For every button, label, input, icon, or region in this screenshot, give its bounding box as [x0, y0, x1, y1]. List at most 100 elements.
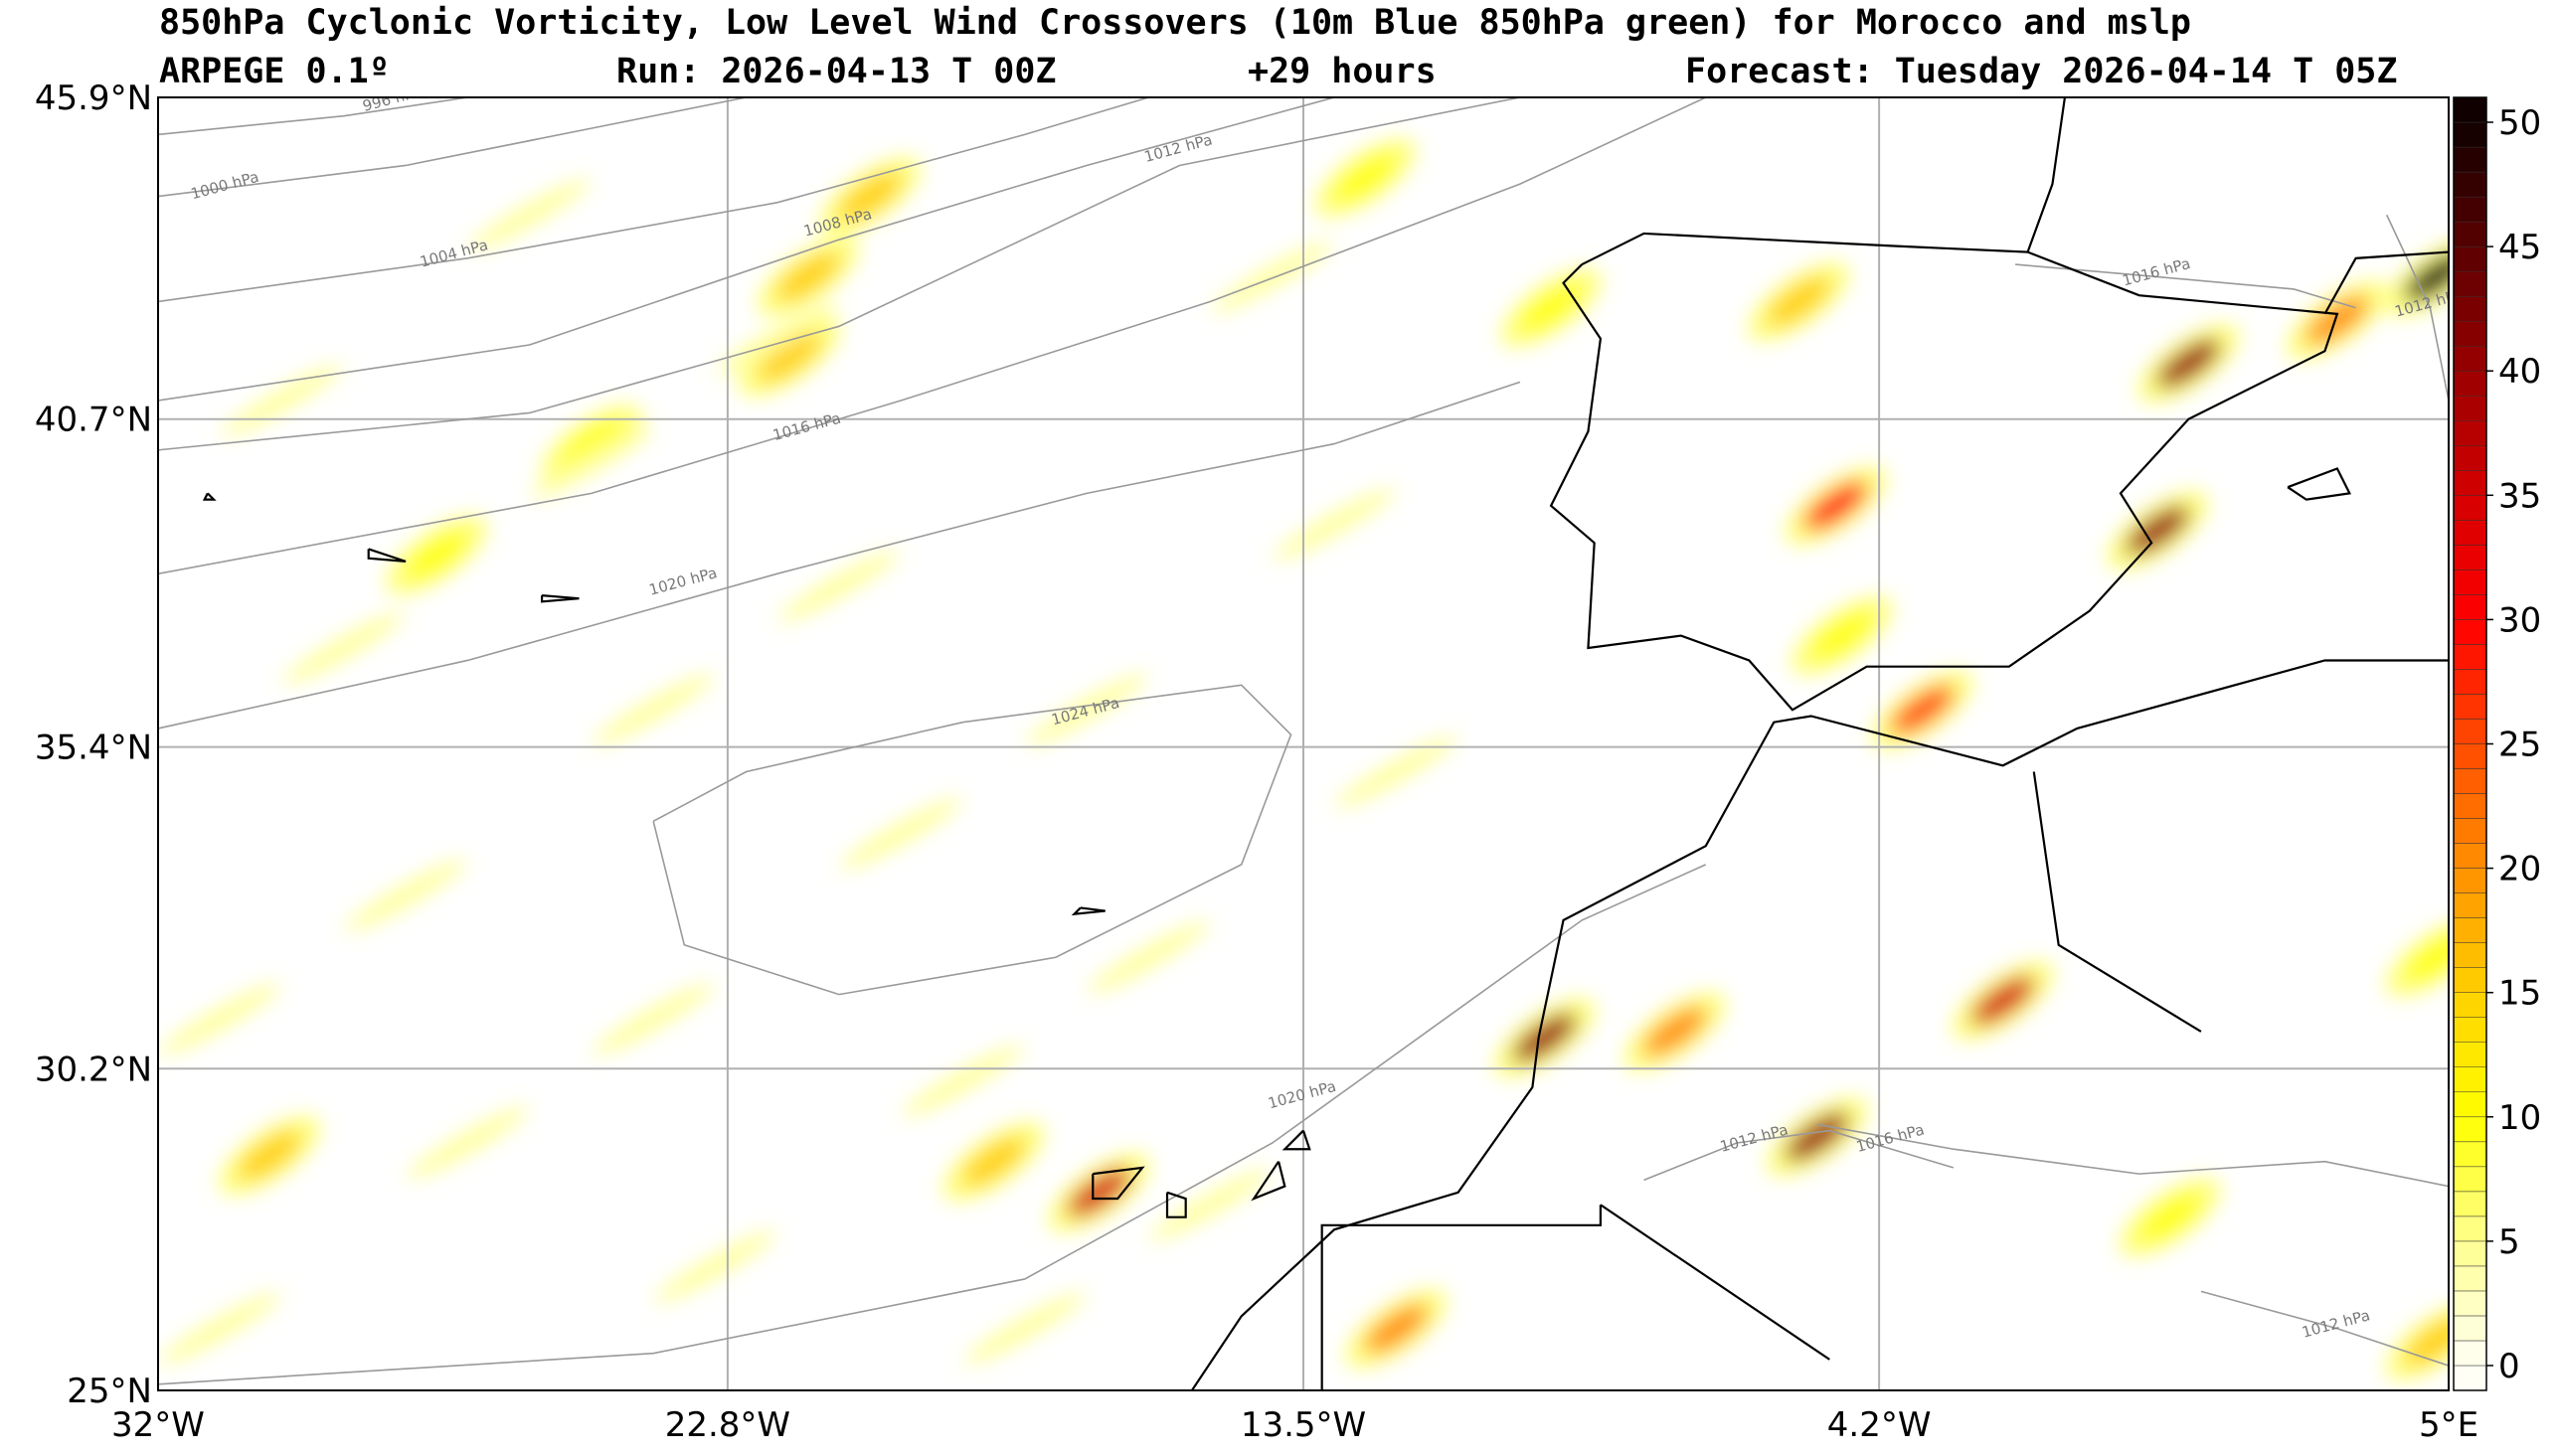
coastline [1581, 97, 2067, 266]
coastline [1600, 1204, 1830, 1361]
vorticity-streak [159, 1292, 281, 1365]
colorbar-segment [2453, 420, 2487, 446]
colorbar-tick-label: 5 [2498, 1222, 2520, 1262]
colorbar-segment [2453, 992, 2487, 1018]
vorticity-core [1970, 976, 2035, 1026]
coastline [367, 548, 407, 563]
isobar-line [1816, 1123, 2449, 1188]
vorticity-streak [654, 1230, 776, 1303]
colorbar-segment [2453, 221, 2487, 247]
coastline [1190, 659, 2449, 1390]
vorticity-streak [1088, 921, 1210, 994]
vorticity-core [237, 1130, 302, 1181]
colorbar-segment [2453, 594, 2487, 620]
colorbar-segment [2453, 768, 2487, 794]
colorbar-segment [2453, 743, 2487, 769]
vorticity-core [1518, 283, 1584, 333]
vorticity-core [405, 531, 469, 580]
coastline [1165, 1191, 1187, 1218]
colorbar-segment [2453, 270, 2487, 297]
coastline [1320, 1205, 1602, 1390]
colorbar-segment [2453, 1290, 2487, 1317]
coastline [1549, 250, 2339, 712]
plot-frame [157, 96, 2450, 1391]
vorticity-core [559, 418, 624, 469]
vorticity-core [1803, 481, 1868, 531]
colorbar-segment [2453, 1141, 2487, 1168]
vorticity-core [2404, 932, 2449, 982]
vorticity-streak [840, 797, 962, 870]
y-tick-label: 40.7°N [35, 401, 152, 440]
colorbar-segment [2453, 146, 2487, 173]
vorticity-streak [1026, 674, 1147, 746]
colorbar-segment [2453, 370, 2487, 397]
isobar-line [158, 864, 1707, 1385]
vorticity-streak [159, 983, 281, 1055]
map-title: 850hPa Cyclonic Vorticity, Low Level Win… [159, 3, 2191, 43]
vorticity-core [1785, 1112, 1849, 1162]
vorticity-core [1809, 610, 1874, 661]
vorticity-core [2126, 506, 2190, 556]
x-tick-label: 22.8°W [665, 1405, 790, 1445]
colorbar-tick-label: 25 [2498, 726, 2541, 765]
colorbar-segment [2453, 1091, 2487, 1118]
colorbar: 0 5 10 15 20 25 30 35 40 45 50 [2453, 96, 2541, 1391]
run-time: Run: 2026-04-13 T 00Z [616, 52, 1057, 91]
vorticity-core [1333, 153, 1398, 203]
valid-time: Forecast: Tuesday 2026-04-14 T 05Z [1685, 52, 2398, 91]
x-tick-label: 13.5°W [1241, 1405, 1366, 1445]
vorticity-core [1890, 685, 1955, 734]
colorbar-segment [2453, 818, 2487, 844]
colorbar-segment [2453, 1365, 2487, 1391]
colorbar-segment [2453, 843, 2487, 869]
lead-time: +29 hours [1248, 52, 1437, 91]
y-tick-label: 35.4°N [35, 728, 152, 768]
colorbar-segment [2453, 719, 2487, 744]
colorbar-segment [2453, 445, 2487, 471]
colorbar-segment [2453, 121, 2487, 148]
colorbar-segment [2453, 545, 2487, 570]
isobar-line [158, 97, 468, 136]
colorbar-segment [2453, 245, 2487, 272]
coastline [2323, 250, 2449, 315]
isobar-line [158, 97, 1521, 451]
colorbar-tick-label: 10 [2498, 1098, 2541, 1138]
coastline [2287, 467, 2352, 501]
vorticity-core [2137, 1193, 2202, 1242]
colorbar-tick-label: 50 [2498, 103, 2541, 143]
vorticity-streak [963, 1292, 1086, 1365]
colorbar-tick-label: 15 [2498, 974, 2541, 1014]
isobar-line [158, 97, 1707, 575]
vorticity-core [2156, 339, 2221, 389]
colorbar-segment [2453, 1215, 2487, 1242]
coastline [1092, 1166, 1145, 1201]
coastline [540, 594, 580, 603]
vorticity-streak [468, 179, 591, 251]
x-tick-label: 32°W [111, 1405, 205, 1445]
colorbar-segment [2453, 295, 2487, 322]
colorbar-segment [2453, 1166, 2487, 1193]
vorticity-streak [407, 1106, 529, 1180]
vorticity-streak [1149, 1169, 1272, 1241]
isobar-line [2386, 214, 2449, 402]
colorbar-segment [2453, 1017, 2487, 1043]
colorbar-segment [2453, 942, 2487, 968]
coastline [202, 492, 217, 501]
x-tick-label: 5°E [2419, 1405, 2478, 1445]
isobar-line [652, 684, 1292, 996]
colorbar-segment [2453, 669, 2487, 695]
vorticity-core [1767, 276, 1831, 327]
colorbar-segment [2453, 495, 2487, 521]
colorbar-tick-label: 20 [2498, 850, 2541, 890]
coastline [1251, 1161, 1286, 1202]
coastline [1071, 906, 1106, 916]
isobar-line [1643, 1129, 1955, 1182]
vorticity-core [1364, 1304, 1429, 1354]
vorticity-core [2404, 1316, 2449, 1366]
isobar-line [158, 97, 1149, 303]
vorticity-streak [778, 550, 900, 622]
vorticity-streak [1335, 735, 1457, 808]
vorticity-core [1642, 1007, 1707, 1056]
colorbar-segment [2453, 868, 2487, 893]
